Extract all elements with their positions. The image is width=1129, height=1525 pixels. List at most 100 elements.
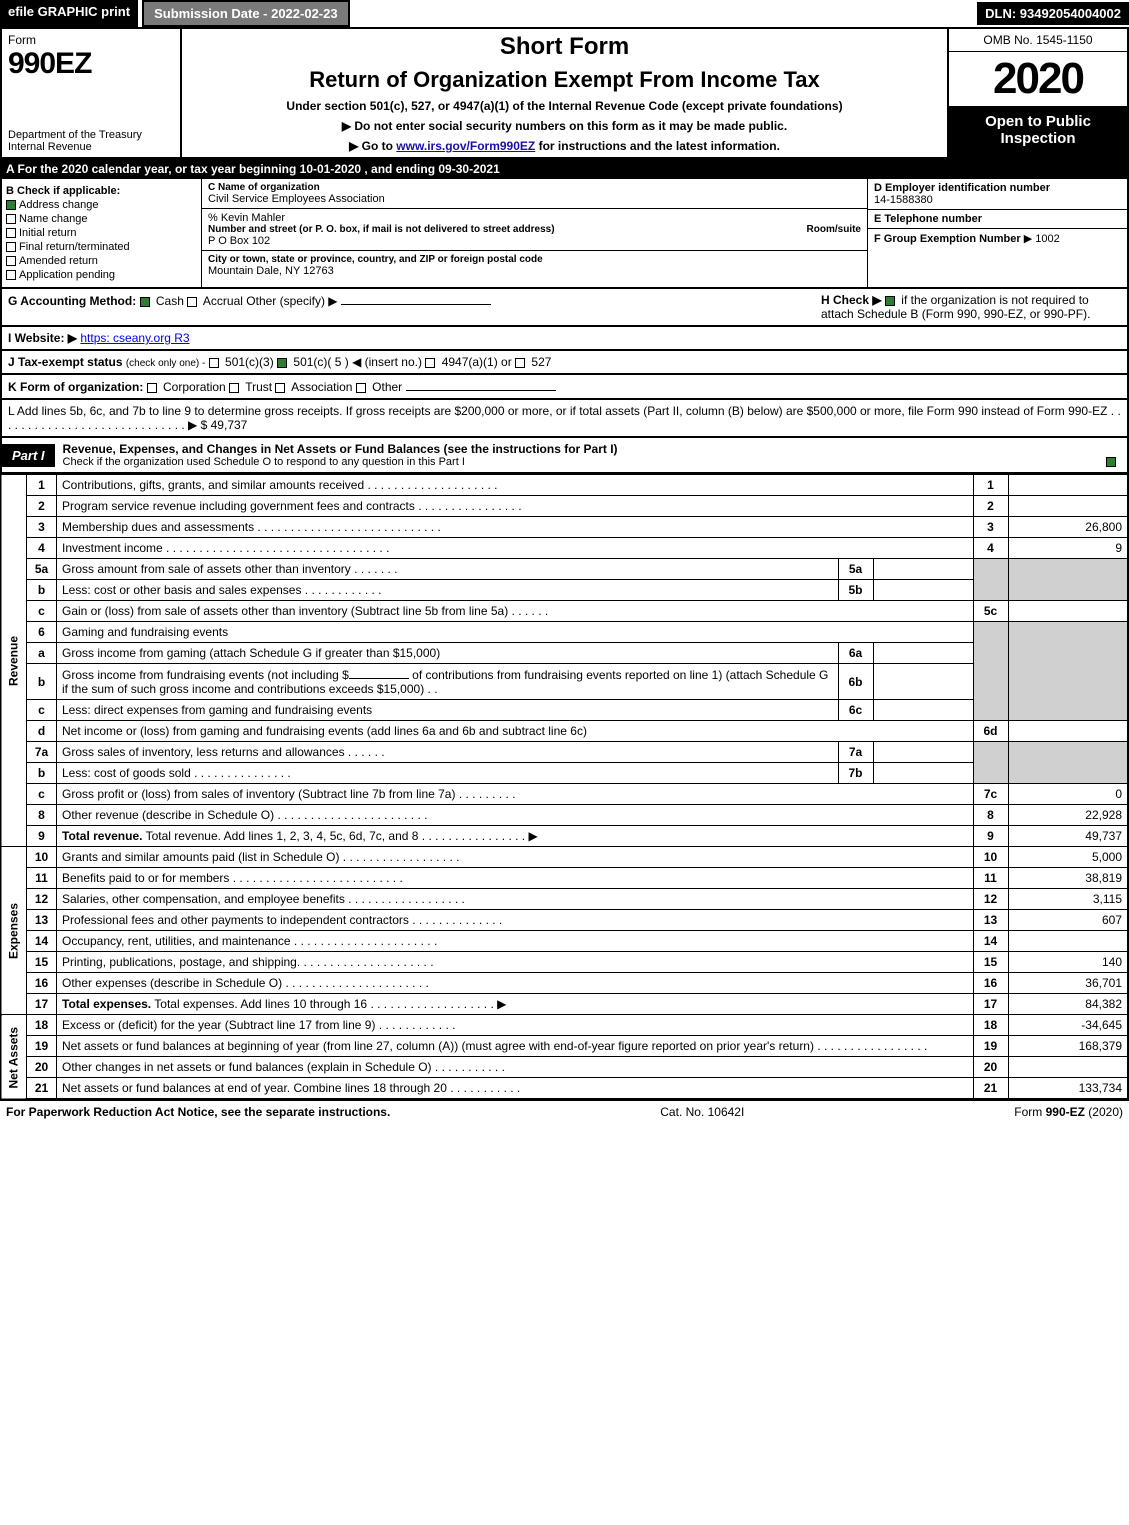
checkbox-icon[interactable] (1106, 457, 1116, 467)
table-row: 20 Other changes in net assets or fund b… (1, 1057, 1128, 1078)
right-num: 9 (973, 826, 1008, 847)
check-final-return[interactable]: Final return/terminated (6, 241, 197, 253)
box-d: D Employer identification number 14-1588… (868, 179, 1127, 210)
line-desc: Grants and similar amounts paid (list in… (57, 847, 974, 868)
sub-val (873, 742, 973, 763)
line-num: 2 (27, 496, 57, 517)
shaded-cell (973, 742, 1008, 784)
right-num: 5c (973, 601, 1008, 622)
checkbox-icon[interactable] (140, 297, 150, 307)
checkbox-icon[interactable] (209, 358, 219, 368)
header-center: Short Form Return of Organization Exempt… (182, 29, 947, 157)
return-title: Return of Organization Exempt From Incom… (190, 67, 939, 93)
tax-year: 2020 (949, 52, 1127, 107)
line-desc: Membership dues and assessments . . . . … (57, 517, 974, 538)
top-bar-left: efile GRAPHIC print Submission Date - 20… (0, 0, 350, 27)
right-val: 26,800 (1008, 517, 1128, 538)
other-label: Other (specify) ▶ (246, 294, 337, 308)
irs-label: Internal Revenue (8, 141, 174, 153)
ein-value: 14-1588380 (874, 194, 1121, 206)
table-row: 2 Program service revenue including gove… (1, 496, 1128, 517)
line-desc: Printing, publications, postage, and shi… (57, 952, 974, 973)
checkbox-icon[interactable] (425, 358, 435, 368)
right-val: 38,819 (1008, 868, 1128, 889)
opt-corp: Corporation (163, 380, 226, 394)
check-name-change[interactable]: Name change (6, 213, 197, 225)
table-row: b Gross income from fundraising events (… (1, 664, 1128, 700)
checkbox-icon[interactable] (356, 383, 366, 393)
cat-number: Cat. No. 10642I (660, 1105, 744, 1119)
line-desc: Contributions, gifts, grants, and simila… (57, 475, 974, 496)
line-num: 21 (27, 1078, 57, 1100)
line-desc: Investment income . . . . . . . . . . . … (57, 538, 974, 559)
checkbox-icon[interactable] (275, 383, 285, 393)
box-e: E Telephone number (868, 210, 1127, 229)
checkbox-icon[interactable] (147, 383, 157, 393)
part1-table: Revenue 1 Contributions, gifts, grants, … (0, 474, 1129, 1100)
checkbox-icon[interactable] (229, 383, 239, 393)
line-desc: Gain or (loss) from sale of assets other… (57, 601, 974, 622)
right-val (1008, 721, 1128, 742)
website-link[interactable]: https: cseany.org R3 (80, 331, 189, 345)
table-row: 19 Net assets or fund balances at beginn… (1, 1036, 1128, 1057)
check-address-change[interactable]: Address change (6, 199, 197, 211)
right-num: 14 (973, 931, 1008, 952)
other-blank (341, 293, 491, 305)
other-blank (406, 379, 556, 391)
tax-exempt-label: J Tax-exempt status (8, 355, 123, 369)
right-num: 1 (973, 475, 1008, 496)
checkbox-icon[interactable] (277, 358, 287, 368)
checkbox-icon (6, 242, 16, 252)
street-label: Number and street (or P. O. box, if mail… (208, 224, 555, 235)
opt-501c: 501(c)( 5 ) ◀ (insert no.) (293, 355, 422, 369)
right-num: 16 (973, 973, 1008, 994)
box-i: I Website: ▶ https: cseany.org R3 (0, 327, 1129, 351)
omb-number: OMB No. 1545-1150 (949, 29, 1127, 52)
table-row: 5a Gross amount from sale of assets othe… (1, 559, 1128, 580)
checkbox-icon[interactable] (515, 358, 525, 368)
sub-num: 6b (838, 664, 873, 700)
goto-link[interactable]: www.irs.gov/Form990EZ (396, 139, 535, 153)
right-num: 4 (973, 538, 1008, 559)
check-application-pending[interactable]: Application pending (6, 269, 197, 281)
box-b: B Check if applicable: Address change Na… (2, 179, 202, 287)
table-row: 14 Occupancy, rent, utilities, and maint… (1, 931, 1128, 952)
checkbox-icon[interactable] (885, 296, 895, 306)
table-row: c Gross profit or (loss) from sales of i… (1, 784, 1128, 805)
shaded-cell (973, 622, 1008, 721)
right-val: 140 (1008, 952, 1128, 973)
right-val: 9 (1008, 538, 1128, 559)
line-desc: Other changes in net assets or fund bala… (57, 1057, 974, 1078)
short-form-title: Short Form (190, 33, 939, 61)
blank-field (349, 667, 409, 679)
checkbox-icon (6, 256, 16, 266)
org-name: Civil Service Employees Association (208, 193, 861, 205)
table-row: Net Assets 18 Excess or (deficit) for th… (1, 1015, 1128, 1036)
efile-button[interactable]: efile GRAPHIC print (0, 0, 138, 27)
table-row: Expenses 10 Grants and similar amounts p… (1, 847, 1128, 868)
right-val: 0 (1008, 784, 1128, 805)
table-row: 21 Net assets or fund balances at end of… (1, 1078, 1128, 1100)
line-num: a (27, 643, 57, 664)
opt-trust: Trust (245, 380, 272, 394)
checkbox-icon[interactable] (187, 297, 197, 307)
table-row: c Less: direct expenses from gaming and … (1, 700, 1128, 721)
line-desc: Net income or (loss) from gaming and fun… (57, 721, 974, 742)
table-row: 15 Printing, publications, postage, and … (1, 952, 1128, 973)
line-num: 9 (27, 826, 57, 847)
table-row: 9 Total revenue. Total revenue. Add line… (1, 826, 1128, 847)
check-amended-return[interactable]: Amended return (6, 255, 197, 267)
line-desc: Benefits paid to or for members . . . . … (57, 868, 974, 889)
goto-pre: ▶ Go to (349, 139, 396, 153)
table-row: 13 Professional fees and other payments … (1, 910, 1128, 931)
h-label: H Check ▶ (821, 293, 882, 307)
check-label: Initial return (19, 227, 76, 239)
sub-val (873, 763, 973, 784)
form-header: Form 990EZ Department of the Treasury In… (0, 29, 1129, 159)
check-initial-return[interactable]: Initial return (6, 227, 197, 239)
line-num: d (27, 721, 57, 742)
line-num: 3 (27, 517, 57, 538)
opt-501c3: 501(c)(3) (225, 355, 274, 369)
line-desc: Occupancy, rent, utilities, and maintena… (57, 931, 974, 952)
header-left: Form 990EZ Department of the Treasury In… (2, 29, 182, 157)
